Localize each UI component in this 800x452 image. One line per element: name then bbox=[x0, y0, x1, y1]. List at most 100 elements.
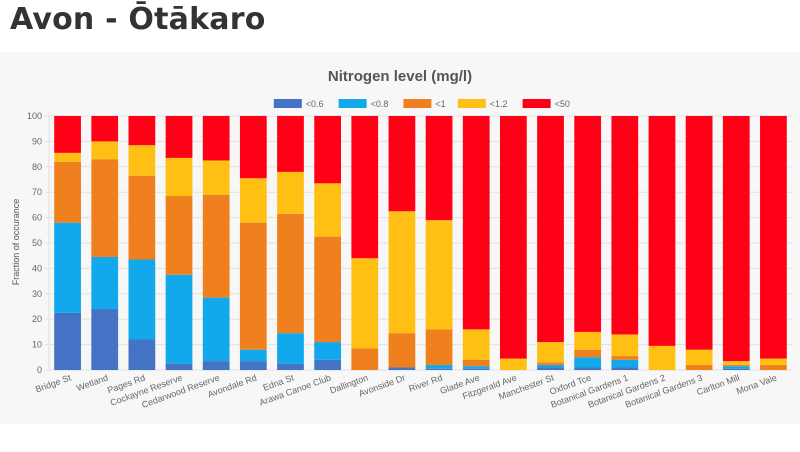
bar-segment[interactable] bbox=[277, 363, 304, 370]
bar-segment[interactable] bbox=[574, 349, 602, 358]
bar-segment[interactable] bbox=[54, 161, 81, 223]
bar-segment[interactable] bbox=[500, 358, 527, 370]
bar-segment[interactable] bbox=[722, 366, 750, 369]
legend-item[interactable]: <0.6 bbox=[273, 99, 324, 109]
bar-segment[interactable] bbox=[425, 368, 453, 370]
bar-segment[interactable] bbox=[54, 152, 81, 162]
bar-segment[interactable] bbox=[91, 309, 119, 370]
bar-segment[interactable] bbox=[54, 116, 81, 153]
bar-segment[interactable] bbox=[202, 361, 230, 370]
bar-segment[interactable] bbox=[165, 157, 193, 197]
bar-segment[interactable] bbox=[91, 141, 119, 160]
bar-segment[interactable] bbox=[425, 364, 453, 369]
bar-segment[interactable] bbox=[165, 274, 193, 364]
bar-segment[interactable] bbox=[165, 116, 193, 158]
bar-segment[interactable] bbox=[760, 364, 787, 370]
legend-item[interactable]: <50 bbox=[522, 99, 570, 109]
bar-segment[interactable] bbox=[277, 213, 304, 334]
bar-segment[interactable] bbox=[388, 211, 416, 334]
bar-segment[interactable] bbox=[574, 331, 602, 350]
stacked-bar-chart: Nitrogen level (mg/l) <0.6 <0.8 <1 <1.2 <50 … bbox=[11, 68, 792, 410]
bar-segment[interactable] bbox=[462, 116, 490, 330]
bar-segment[interactable] bbox=[611, 359, 639, 368]
bar-segment[interactable] bbox=[611, 334, 639, 357]
bar-segment[interactable] bbox=[351, 258, 379, 349]
bar-segment[interactable] bbox=[611, 116, 639, 335]
bar-segment[interactable] bbox=[760, 358, 787, 365]
legend-item[interactable]: <1.2 bbox=[457, 99, 508, 109]
bar-segment[interactable] bbox=[500, 116, 527, 359]
bar-segment[interactable] bbox=[314, 116, 341, 184]
bar-segment[interactable] bbox=[202, 116, 230, 161]
bar-segment[interactable] bbox=[462, 366, 490, 369]
bar-segment[interactable] bbox=[54, 222, 81, 313]
legend-item[interactable]: <1 bbox=[403, 99, 446, 109]
bar-segment[interactable] bbox=[462, 359, 490, 367]
bar-segment[interactable] bbox=[277, 333, 304, 364]
bar-segment[interactable] bbox=[425, 220, 453, 330]
bar-segment[interactable] bbox=[388, 116, 416, 212]
bar-segment[interactable] bbox=[685, 349, 713, 365]
bar-segment[interactable] bbox=[239, 116, 267, 179]
bar-segment[interactable] bbox=[165, 363, 193, 370]
bar-segment[interactable] bbox=[537, 362, 564, 365]
bar-segment[interactable] bbox=[239, 222, 267, 350]
bar-segment[interactable] bbox=[611, 356, 639, 360]
bar-segment[interactable] bbox=[722, 361, 750, 365]
legend-swatch bbox=[522, 99, 551, 108]
bar-segment[interactable] bbox=[91, 256, 119, 310]
bar-segment[interactable] bbox=[128, 145, 156, 176]
bar-segment[interactable] bbox=[537, 364, 564, 368]
bar-segment[interactable] bbox=[648, 345, 676, 370]
bar-segment[interactable] bbox=[239, 349, 267, 362]
bar-segment[interactable] bbox=[685, 116, 713, 350]
bar-segment[interactable] bbox=[351, 348, 379, 370]
bar-segment[interactable] bbox=[91, 116, 119, 142]
bar-segment[interactable] bbox=[239, 361, 267, 370]
bar-segment[interactable] bbox=[128, 339, 156, 370]
bar-segment[interactable] bbox=[425, 329, 453, 365]
bars bbox=[54, 116, 787, 370]
bar-segment[interactable] bbox=[425, 116, 453, 221]
bar-segment[interactable] bbox=[277, 116, 304, 172]
bar-segment[interactable] bbox=[128, 116, 156, 146]
bar-segment[interactable] bbox=[388, 333, 416, 368]
bar-segment[interactable] bbox=[648, 116, 676, 346]
bar-segment[interactable] bbox=[722, 368, 750, 370]
bar-segment[interactable] bbox=[537, 342, 564, 363]
bar-segment[interactable] bbox=[574, 367, 602, 370]
y-tick-label: 50 bbox=[32, 238, 42, 248]
bar-segment[interactable] bbox=[462, 368, 490, 370]
bar-segment[interactable] bbox=[314, 342, 341, 360]
legend: <0.6 <0.8 <1 <1.2 <50 bbox=[273, 99, 570, 109]
bar-segment[interactable] bbox=[574, 116, 602, 332]
bar-segment[interactable] bbox=[722, 364, 750, 367]
bar-segment[interactable] bbox=[128, 259, 156, 340]
bar-segment[interactable] bbox=[388, 367, 416, 370]
bar-segment[interactable] bbox=[314, 359, 341, 370]
bar-segment[interactable] bbox=[202, 297, 230, 362]
bar-segment[interactable] bbox=[722, 116, 750, 362]
bar-segment[interactable] bbox=[239, 178, 267, 223]
bar-segment[interactable] bbox=[685, 364, 713, 370]
bar-segment[interactable] bbox=[314, 236, 341, 343]
legend-item[interactable]: <0.8 bbox=[338, 99, 389, 109]
bar-segment[interactable] bbox=[165, 196, 193, 275]
bar-segment[interactable] bbox=[202, 160, 230, 195]
bar-segment[interactable] bbox=[574, 357, 602, 368]
legend-label: <50 bbox=[555, 99, 570, 109]
bar-segment[interactable] bbox=[611, 367, 639, 370]
bar-segment[interactable] bbox=[91, 159, 119, 257]
bar-segment[interactable] bbox=[128, 175, 156, 260]
bar-segment[interactable] bbox=[202, 194, 230, 298]
bar-segment[interactable] bbox=[277, 171, 304, 214]
bar-segment[interactable] bbox=[351, 116, 379, 259]
grid bbox=[45, 115, 792, 371]
bar-segment[interactable] bbox=[537, 116, 564, 343]
bar-segment[interactable] bbox=[537, 367, 564, 370]
legend-label: <1.2 bbox=[490, 99, 508, 109]
bar-segment[interactable] bbox=[314, 183, 341, 237]
bar-segment[interactable] bbox=[462, 329, 490, 360]
bar-segment[interactable] bbox=[760, 116, 787, 359]
bar-segment[interactable] bbox=[54, 312, 81, 370]
